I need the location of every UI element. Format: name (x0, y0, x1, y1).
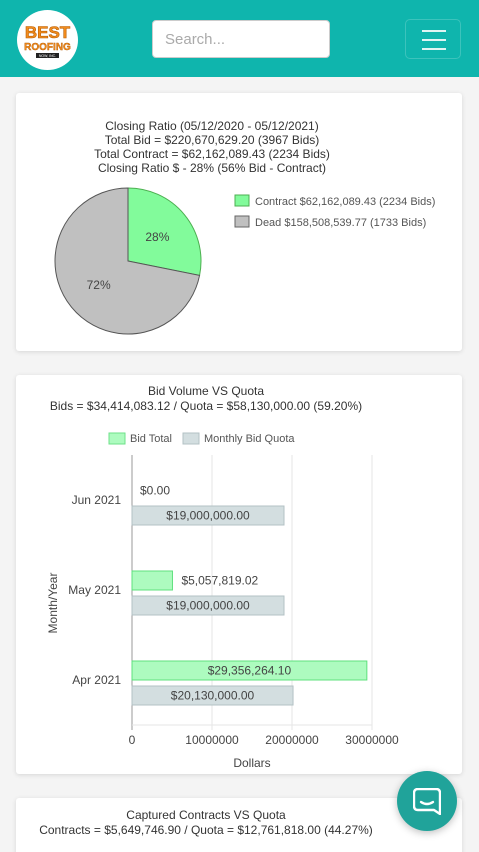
logo-graphic: BEST ROOFING NOW, INC. (24, 23, 71, 58)
y-tick-label: May 2021 (68, 583, 121, 597)
x-tick-label: 20000000 (265, 733, 319, 747)
chat-launcher-button[interactable] (397, 771, 457, 831)
legend-label-dead[interactable]: Dead $158,508,539.77 (1733 Bids) (255, 217, 426, 229)
bar-value-label-bid: $29,356,264.10 (208, 664, 292, 678)
bar-value-label-bid: $5,057,819.02 (181, 574, 258, 588)
logo-text-line2: ROOFING (24, 42, 71, 53)
legend-label-contract[interactable]: Contract $62,162,089.43 (2234 Bids) (255, 196, 435, 208)
x-tick-label: 30000000 (345, 733, 399, 747)
captured-contracts-chart: Captured Contracts VS Quota Contracts = … (39, 808, 373, 837)
pie-slices (54, 187, 202, 335)
bar-value-label-quota: $19,000,000.00 (166, 599, 250, 613)
chart-title-line: Closing Ratio (05/12/2020 - 05/12/2021) (105, 119, 318, 133)
bar-bid-total[interactable] (131, 660, 368, 681)
closing-ratio-card: Closing Ratio (05/12/2020 - 05/12/2021) … (16, 93, 462, 351)
bid-volume-chart: Bid Volume VS Quota Bids = $34,414,083.1… (46, 384, 399, 770)
slice-label-dead: 72% (87, 278, 111, 292)
logo-tag (36, 53, 59, 58)
top-navbar: BEST ROOFING NOW, INC. (0, 0, 479, 77)
legend-swatch-bid-total[interactable] (108, 432, 126, 445)
pie-slice-contract[interactable] (127, 187, 202, 277)
bar-value-label-quota: $20,130,000.00 (171, 689, 255, 703)
legend-swatch-dead[interactable] (234, 215, 250, 228)
slice-label-contract: 28% (145, 230, 169, 244)
search-input[interactable] (152, 20, 330, 58)
chart-title-line: Total Contract = $62,162,089.43 (2234 Bi… (94, 147, 330, 161)
legend-swatch-quota[interactable] (182, 432, 200, 445)
chart-title-line: Bid Volume VS Quota (148, 384, 264, 398)
hamburger-icon (422, 39, 446, 41)
bar-bid-total[interactable] (131, 570, 173, 591)
legend-label-quota[interactable]: Monthly Bid Quota (204, 433, 295, 445)
chat-bubble-icon (413, 788, 441, 815)
hamburger-icon (422, 30, 446, 32)
bar-value-label-bid: $0.00 (140, 484, 170, 498)
bid-volume-card: Bid Volume VS Quota Bids = $34,414,083.1… (16, 375, 462, 774)
legend-label-bid-total[interactable]: Bid Total (130, 433, 172, 445)
chart-title-line: Bids = $34,414,083.12 / Quota = $58,130,… (50, 399, 362, 413)
logo-text-line3: NOW, INC. (39, 54, 56, 58)
chart-title-line: Captured Contracts VS Quota (126, 808, 286, 822)
x-axis-title: Dollars (233, 756, 270, 770)
chart-title-line: Contracts = $5,649,746.90 / Quota = $12,… (39, 823, 373, 837)
bar-monthly-quota[interactable] (131, 685, 294, 706)
pie-slice-dead[interactable] (54, 187, 201, 335)
logo-text-line1: BEST (25, 23, 71, 42)
x-tick-label: 10000000 (185, 733, 239, 747)
bar-monthly-quota[interactable] (131, 595, 285, 616)
hamburger-icon (422, 48, 446, 50)
legend-swatch-contract[interactable] (234, 194, 250, 207)
chart-title-line: Closing Ratio $ - 28% (56% Bid - Contrac… (98, 161, 326, 175)
menu-toggle-button[interactable] (405, 19, 461, 59)
x-tick-label: 0 (129, 733, 136, 747)
bars (131, 505, 368, 706)
gridlines (131, 455, 373, 730)
y-axis-title: Month/Year (46, 573, 60, 634)
bar-monthly-quota[interactable] (131, 505, 285, 526)
y-tick-label: Apr 2021 (72, 673, 121, 687)
captured-contracts-card: Captured Contracts VS Quota Contracts = … (16, 798, 462, 852)
y-tick-label: Jun 2021 (72, 493, 122, 507)
bar-value-label-quota: $19,000,000.00 (166, 509, 250, 523)
company-logo[interactable]: BEST ROOFING NOW, INC. (17, 10, 78, 70)
closing-ratio-chart: Closing Ratio (05/12/2020 - 05/12/2021) … (54, 119, 435, 335)
chart-title-line: Total Bid = $220,670,629.20 (3967 Bids) (105, 133, 320, 147)
